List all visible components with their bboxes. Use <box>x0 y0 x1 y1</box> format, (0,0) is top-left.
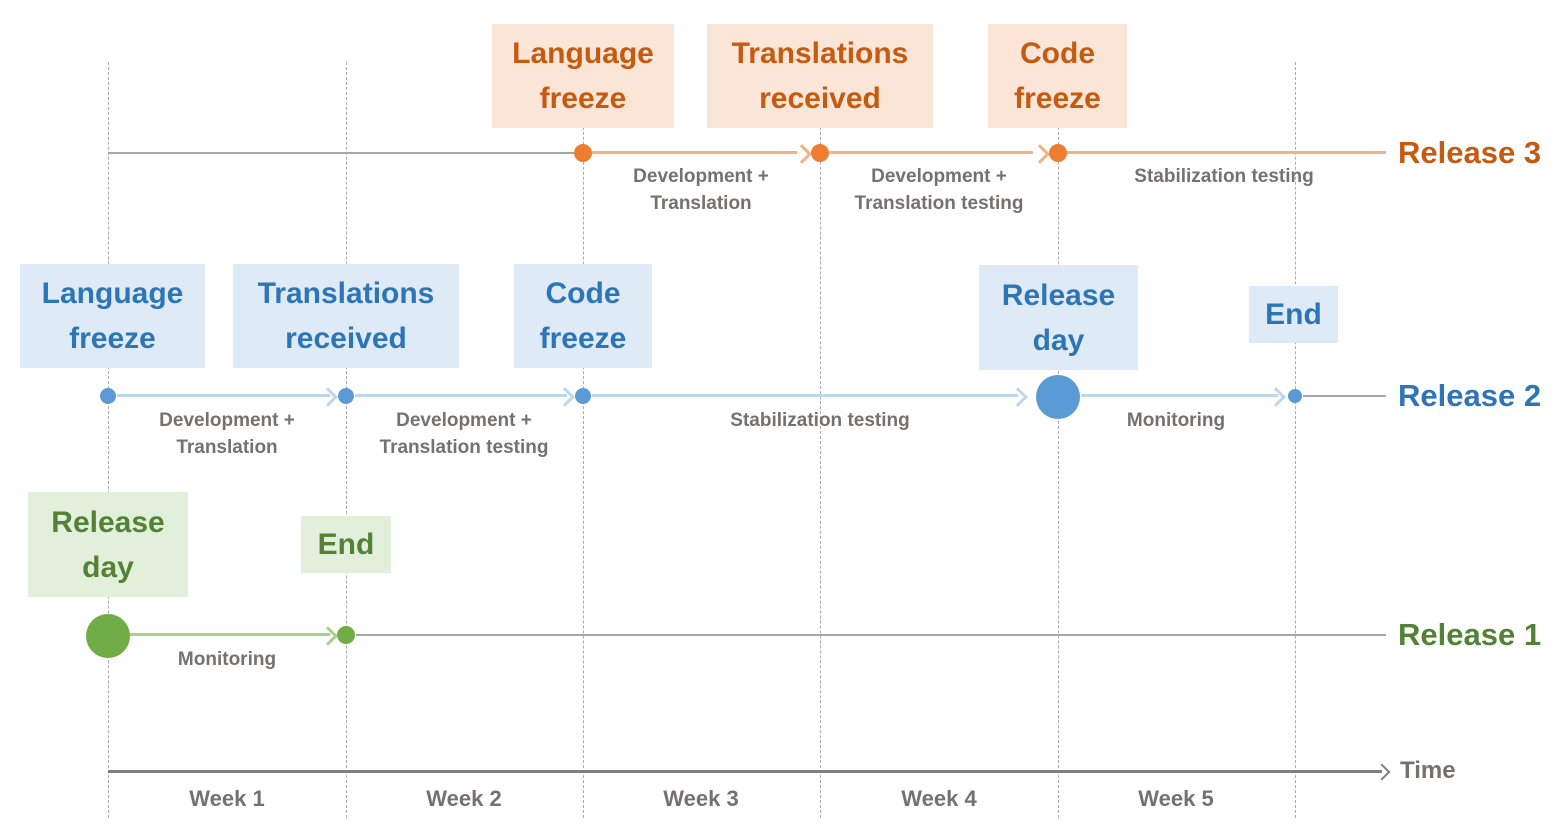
milestone-dot-translations-received-r3 <box>811 144 829 162</box>
release2-label: Release 2 <box>1398 378 1542 413</box>
segment-label-stabilization-testing-r3: Stabilization testing <box>1134 166 1314 187</box>
milestone-box-release-day-r1: Release day <box>28 492 188 597</box>
milestone-dot-code-freeze-r2 <box>575 388 591 404</box>
arrowhead-right-icon <box>1030 144 1050 164</box>
release1-label: Release 1 <box>1398 617 1542 652</box>
segment-label-development-translation-testing-r2: Development + Translation testing <box>379 410 549 458</box>
milestone-dot-end-r1 <box>337 626 355 644</box>
week-label-3: Week 3 <box>663 786 739 811</box>
arrowhead-right-icon <box>1373 763 1391 781</box>
milestone-label: End <box>1265 298 1322 331</box>
week-gridline <box>1058 62 1059 818</box>
milestone-box-code-freeze-r2: Code freeze <box>514 264 652 368</box>
milestone-label: Language freeze <box>41 277 184 355</box>
segment-label-development-translation-r2: Development + Translation <box>159 410 295 458</box>
milestone-label: Release day <box>1001 278 1116 357</box>
milestone-label: Release day <box>51 505 165 584</box>
milestone-label: Language freeze <box>512 37 654 115</box>
milestone-dot-end-r2 <box>1288 389 1302 403</box>
release3-lead-line <box>108 152 574 154</box>
milestone-box-translations-received-r3: Translations received <box>707 24 933 128</box>
milestone-box-language-freeze-r3: Language freeze <box>492 24 674 128</box>
time-axis-label: Time <box>1400 757 1456 784</box>
release2-arrow-stabilization <box>592 394 1018 397</box>
release3-arrow-testing <box>829 151 1033 154</box>
week-gridline <box>820 62 821 818</box>
milestone-label: Code freeze <box>539 277 627 355</box>
week-gridline <box>583 62 584 818</box>
release1-tail-line <box>356 634 1386 636</box>
release3-stabilization-line <box>1067 151 1386 154</box>
milestone-box-code-freeze-r3: Code freeze <box>988 24 1127 128</box>
milestone-box-release-day-r2: Release day <box>979 265 1138 370</box>
milestone-label: End <box>317 528 375 561</box>
week-label-4: Week 4 <box>901 786 977 811</box>
release3-arrow-development <box>592 151 797 154</box>
segment-label-development-translation-r3: Development + Translation <box>633 166 769 214</box>
release2-arrow-development <box>117 394 330 397</box>
segment-label-monitoring-r1: Monitoring <box>177 649 277 670</box>
milestone-dot-release-day-r1 <box>86 614 130 658</box>
arrowhead-right-icon <box>318 387 338 407</box>
segment-label-development-translation-testing-r3: Development + Translation testing <box>854 166 1024 214</box>
segment-label-monitoring-r2: Monitoring <box>1126 410 1226 431</box>
week-label-2: Week 2 <box>426 786 502 811</box>
milestone-dot-language-freeze-r3 <box>574 144 592 162</box>
milestone-dot-translations-received-r2 <box>338 388 354 404</box>
release3-label: Release 3 <box>1398 135 1542 170</box>
segment-label-stabilization-testing-r2: Stabilization testing <box>730 410 910 431</box>
week-gridline <box>108 62 109 818</box>
arrowhead-right-icon <box>318 626 338 646</box>
arrowhead-right-icon <box>1008 387 1028 407</box>
week-label-5: Week 5 <box>1138 786 1214 811</box>
release2-tail-line <box>1303 395 1386 397</box>
milestone-dot-release-day-r2 <box>1036 375 1080 419</box>
arrowhead-right-icon <box>555 387 575 407</box>
arrowhead-right-icon <box>1266 387 1286 407</box>
week-label-1: Week 1 <box>189 786 265 811</box>
milestone-box-language-freeze-r2: Language freeze <box>20 264 205 368</box>
milestone-dot-language-freeze-r2 <box>100 388 116 404</box>
milestone-dot-code-freeze-r3 <box>1049 144 1067 162</box>
milestone-box-translations-received-r2: Translations received <box>233 264 459 368</box>
release2-arrow-testing <box>355 394 567 397</box>
arrowhead-right-icon <box>792 144 812 164</box>
week-gridline <box>1295 62 1296 818</box>
milestone-box-end-r2: End <box>1249 286 1338 343</box>
time-axis-line <box>108 770 1382 773</box>
milestone-label: Translations received <box>731 37 909 115</box>
milestone-label: Translations received <box>257 277 435 355</box>
week-gridline <box>346 62 347 818</box>
milestone-label: Code freeze <box>1014 37 1101 115</box>
release1-arrow-monitoring <box>130 633 330 636</box>
release2-arrow-monitoring <box>1081 394 1278 397</box>
milestone-box-end-r1: End <box>301 516 391 573</box>
